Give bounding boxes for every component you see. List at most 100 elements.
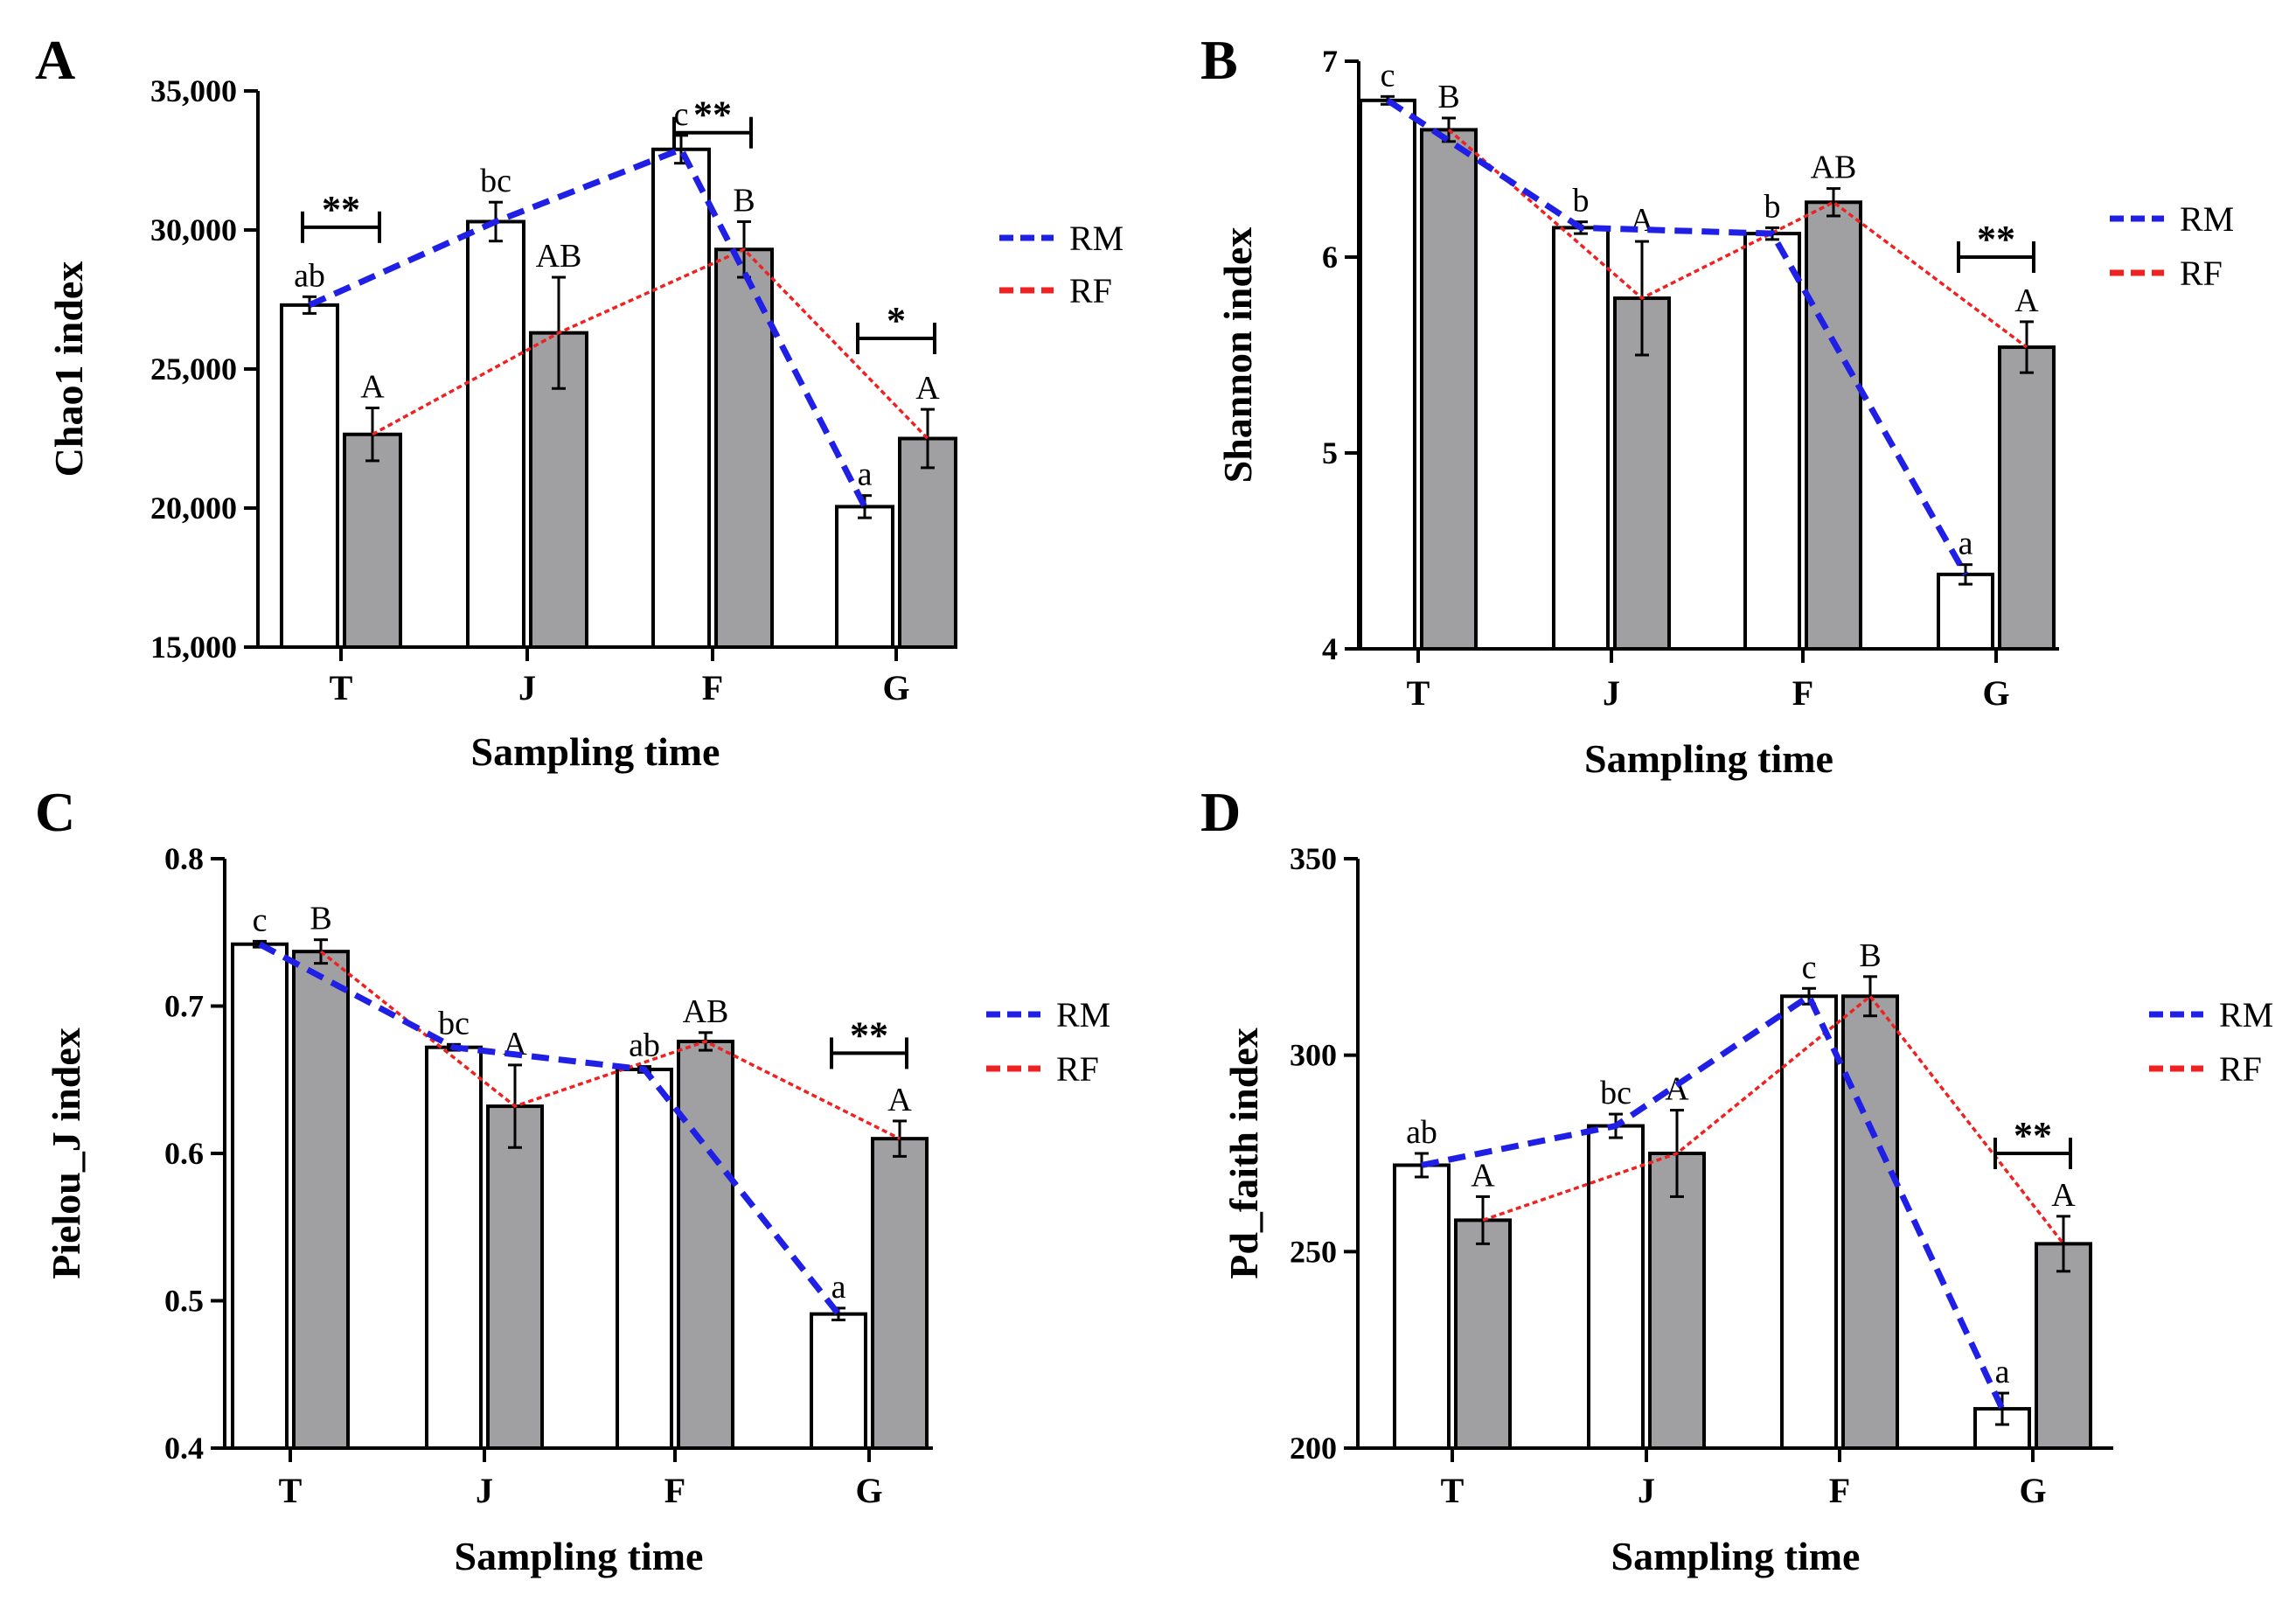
panel-label: B bbox=[1200, 29, 1238, 91]
x-tick-label: J bbox=[476, 1471, 493, 1510]
bar-rm bbox=[1743, 232, 1801, 651]
panel-c: C 0.4 0.5 0.6 0.7 0.8 Pielou_J index T J F G Sampli… bbox=[35, 781, 1110, 1578]
x-tick-label: J bbox=[518, 668, 536, 707]
significance-letter: A bbox=[360, 369, 385, 406]
significance-letter: bc bbox=[438, 1005, 470, 1041]
legend-label-rm: RM bbox=[1056, 995, 1110, 1034]
y-tick-label: 350 bbox=[1290, 841, 1337, 876]
bar-rm bbox=[1393, 1163, 1451, 1450]
x-tick-label: F bbox=[664, 1471, 685, 1510]
y-tick-label: 35,000 bbox=[150, 73, 237, 108]
bar-rf bbox=[871, 1137, 929, 1451]
panel-label: A bbox=[35, 29, 75, 91]
x-tick-label: T bbox=[279, 1471, 303, 1510]
significance-letter: a bbox=[1959, 526, 1973, 562]
legend-label-rf: RF bbox=[1056, 1049, 1099, 1089]
significance-letter: A bbox=[2014, 282, 2039, 319]
x-axis-label: Sampling time bbox=[471, 729, 720, 774]
significance-letter: bc bbox=[480, 163, 511, 199]
significance-letter: c bbox=[674, 96, 689, 133]
significance-stars: ** bbox=[2014, 1114, 2052, 1157]
bar-rm bbox=[835, 505, 894, 649]
bar-rm bbox=[616, 1067, 673, 1450]
bar-rf bbox=[1841, 994, 1899, 1451]
significance-letter: B bbox=[1437, 79, 1459, 115]
significance-letter: A bbox=[887, 1082, 912, 1118]
significance-letter: ab bbox=[1406, 1114, 1437, 1151]
bar-rf bbox=[714, 247, 774, 649]
y-tick-label: 20,000 bbox=[150, 491, 237, 526]
y-axis-label: Pielou_J index bbox=[44, 1027, 88, 1279]
bar-rf bbox=[1998, 345, 2056, 651]
y-tick-label: 0.5 bbox=[164, 1284, 204, 1319]
x-tick-label: G bbox=[855, 1471, 882, 1510]
y-axis-label: Chao1 index bbox=[46, 261, 91, 477]
x-tick-label: G bbox=[2019, 1471, 2046, 1510]
trend-line-rf bbox=[1482, 993, 2065, 1245]
significance-stars: ** bbox=[322, 188, 360, 231]
y-tick-label: 0.8 bbox=[164, 841, 204, 876]
x-tick-label: J bbox=[1603, 673, 1620, 713]
trend-line-rm bbox=[308, 145, 868, 509]
legend-label-rf: RF bbox=[1069, 271, 1112, 310]
x-tick-label: F bbox=[702, 668, 723, 707]
panel-label: D bbox=[1200, 781, 1241, 843]
panel-b: B 4 5 6 7 Shannon index T J F G Sampling time c b b a B… bbox=[1200, 29, 2234, 781]
significance-stars: ** bbox=[1977, 218, 2015, 261]
panel-d: D 200 250 300 350 Pd_faith index T J F G Sampling … bbox=[1200, 781, 2273, 1578]
x-tick-label: G bbox=[882, 668, 909, 707]
significance-letter: A bbox=[2051, 1177, 2076, 1214]
bar-rm bbox=[1552, 226, 1610, 651]
bar-rm bbox=[280, 303, 339, 649]
bar-rf bbox=[677, 1039, 734, 1450]
bar-rm bbox=[466, 219, 525, 650]
y-tick-label: 30,000 bbox=[150, 212, 237, 247]
legend-label-rm: RM bbox=[2219, 995, 2273, 1034]
panel-a: A 15,000 20,000 25,000 30,000 35,000 Chao1 ind… bbox=[35, 29, 1124, 774]
y-tick-label: 0.4 bbox=[164, 1431, 204, 1466]
legend-label-rf: RF bbox=[2180, 254, 2223, 293]
bar-rm bbox=[1780, 994, 1838, 1451]
significance-stars: ** bbox=[850, 1013, 888, 1056]
trend-line-rm bbox=[1386, 97, 1969, 576]
panel-label: C bbox=[35, 781, 75, 843]
significance-letter: bc bbox=[1600, 1075, 1632, 1111]
trend-line-rm bbox=[258, 941, 841, 1316]
y-tick-label: 7 bbox=[1322, 44, 1338, 79]
significance-stars: ** bbox=[693, 94, 732, 136]
significance-letter: B bbox=[733, 182, 755, 219]
significance-letter: A bbox=[1471, 1157, 1495, 1194]
significance-letter: B bbox=[310, 901, 331, 937]
x-tick-label: J bbox=[1638, 1471, 1655, 1510]
bar-rf bbox=[1454, 1218, 1512, 1451]
bar-rm bbox=[1587, 1124, 1645, 1450]
bar-rf bbox=[2035, 1242, 2092, 1451]
x-tick-label: T bbox=[1407, 673, 1430, 713]
significance-letter: a bbox=[1995, 1354, 2010, 1390]
significance-letter: c bbox=[1802, 949, 1817, 986]
bar-rm bbox=[425, 1045, 483, 1451]
x-tick-label: F bbox=[1792, 673, 1813, 713]
x-tick-label: F bbox=[1829, 1471, 1850, 1510]
significance-letter: b bbox=[1573, 183, 1590, 219]
legend-label-rf: RF bbox=[2219, 1049, 2262, 1089]
x-tick-label: T bbox=[1441, 1471, 1465, 1510]
significance-letter: A bbox=[1630, 202, 1654, 239]
y-tick-label: 15,000 bbox=[150, 630, 237, 665]
trend-line-rf bbox=[372, 247, 929, 440]
bar-rf bbox=[898, 436, 957, 649]
x-tick-label: T bbox=[330, 668, 353, 707]
legend-label-rm: RM bbox=[2180, 199, 2234, 239]
x-axis-label: Sampling time bbox=[1611, 1534, 1861, 1578]
significance-letter: ab bbox=[294, 257, 325, 294]
y-tick-label: 5 bbox=[1322, 435, 1338, 470]
significance-letter: a bbox=[831, 1269, 846, 1306]
y-axis-label: Shannon index bbox=[1215, 227, 1260, 484]
trend-line-rf bbox=[1447, 129, 2028, 349]
significance-letter: AB bbox=[1811, 150, 1857, 186]
significance-stars: * bbox=[887, 299, 906, 342]
y-tick-label: 250 bbox=[1290, 1234, 1337, 1269]
bar-rf bbox=[292, 950, 350, 1450]
trend-line-rf bbox=[319, 950, 901, 1140]
